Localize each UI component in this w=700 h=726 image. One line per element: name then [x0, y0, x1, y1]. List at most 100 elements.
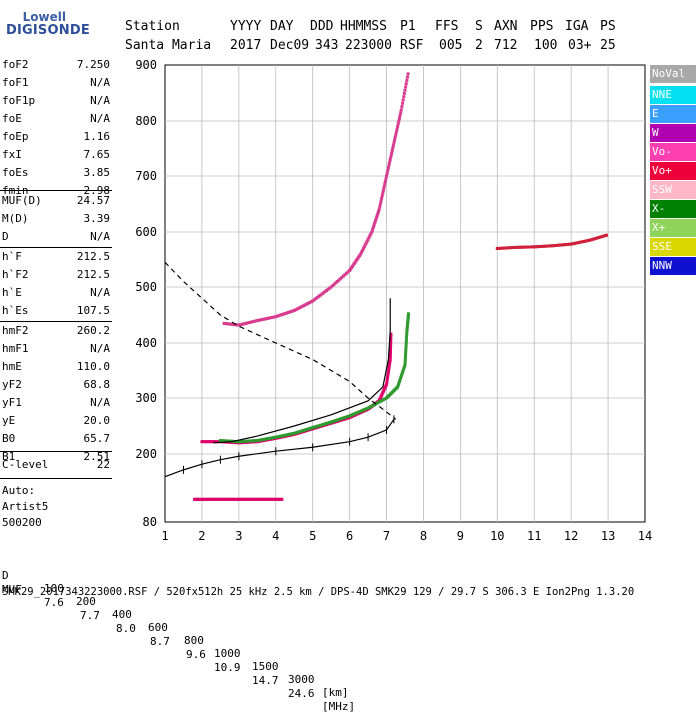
data-point: [288, 310, 292, 314]
data-point: [387, 366, 391, 370]
x-tick-label: 10: [490, 529, 504, 543]
param-value: N/A: [90, 76, 110, 89]
data-point: [520, 245, 524, 249]
data-point: [393, 138, 397, 142]
data-point: [395, 127, 399, 131]
param-key: B0: [2, 432, 16, 445]
data-point: [248, 439, 252, 443]
data-point: [346, 270, 350, 274]
data-point: [558, 243, 562, 247]
param-row: foEs 3.85: [2, 166, 110, 181]
data-point: [303, 428, 307, 432]
header-ps-label: PS: [600, 19, 616, 34]
data-point: [512, 245, 516, 249]
data-point: [300, 305, 304, 309]
muf-cell: 14.7: [252, 674, 279, 687]
x-tick-label: 11: [527, 529, 541, 543]
data-point: [249, 320, 253, 324]
data-point: [365, 239, 369, 243]
data-point: [300, 429, 304, 433]
header-day-value: Dec09: [270, 38, 310, 53]
data-point: [248, 320, 252, 324]
data-point: [380, 196, 384, 200]
data-point: [343, 417, 347, 421]
data-point: [278, 313, 282, 317]
param-value: 3.39: [83, 212, 111, 225]
data-point: [549, 244, 553, 248]
data-point: [560, 243, 564, 247]
data-point: [328, 421, 332, 425]
data-point: [501, 246, 505, 250]
header-ps-value: 25: [600, 38, 616, 53]
muf-d-cell: 100: [44, 582, 64, 595]
header-pps-label: PPS: [530, 19, 554, 34]
x-tick-label: 14: [638, 529, 652, 543]
data-point: [509, 246, 513, 250]
data-point: [341, 274, 345, 278]
legend-label: SSE: [652, 240, 672, 253]
param-row: yE 20.0: [2, 414, 110, 429]
data-point: [228, 439, 232, 443]
x-tick-label: 3: [235, 529, 242, 543]
x-tick-label: 5: [309, 529, 316, 543]
data-point: [208, 440, 212, 444]
data-point: [258, 318, 262, 322]
param-key: B1: [2, 450, 16, 463]
data-point: [385, 382, 389, 386]
muf-d-cell: 1500: [252, 660, 279, 673]
data-point: [238, 323, 242, 327]
y-tick-label: 700: [135, 169, 157, 183]
data-point: [352, 412, 356, 416]
data-point: [325, 289, 329, 292]
data-point: [378, 205, 382, 209]
data-point: [389, 155, 393, 159]
param-key: fxI: [2, 148, 22, 161]
data-point: [357, 410, 361, 414]
data-point: [575, 241, 579, 245]
param-value: 2.51: [83, 450, 111, 463]
data-point: [320, 292, 324, 296]
data-point: [323, 290, 327, 294]
data-point: [234, 439, 238, 443]
param-value: 110.0: [76, 360, 110, 373]
data-point: [521, 245, 525, 249]
data-point: [398, 378, 402, 382]
header-p1-value: RSF: [400, 38, 424, 53]
divider: [0, 321, 112, 322]
param-value: N/A: [90, 112, 110, 125]
logo-line-1: Lowell: [22, 10, 66, 24]
data-point: [349, 413, 353, 417]
header-s-label: S: [475, 19, 483, 34]
param-row: hmE 110.0: [2, 360, 110, 375]
data-point: [388, 158, 392, 161]
param-row: C-level 22: [2, 458, 110, 473]
data-point: [389, 346, 393, 350]
data-point: [365, 407, 369, 411]
data-point: [289, 432, 293, 436]
legend-item: SSW: [650, 181, 696, 199]
data-point: [254, 319, 258, 323]
data-point: [203, 440, 207, 444]
data-point: [289, 310, 293, 314]
legend-label: E: [652, 107, 659, 120]
data-point: [311, 426, 315, 430]
y-tick-label: 800: [135, 114, 157, 128]
header-p1-label: P1: [400, 19, 416, 34]
data-point: [331, 420, 335, 424]
data-point: [379, 199, 383, 203]
header-ffs-label: FFS: [435, 19, 459, 34]
data-point: [378, 202, 382, 206]
data-point: [403, 360, 407, 364]
param-key: hmF1: [2, 342, 29, 355]
x-tick-label: 2: [198, 529, 205, 543]
param-key: foF1: [2, 76, 29, 89]
data-point: [605, 233, 609, 237]
data-point: [391, 144, 395, 148]
param-value: N/A: [90, 396, 110, 409]
data-point: [591, 237, 595, 241]
data-point: [371, 226, 375, 230]
data-point: [405, 330, 409, 334]
auto-code: 500200: [2, 516, 42, 529]
data-point: [376, 211, 380, 215]
logo-line-2: DIGISONDE: [6, 23, 90, 38]
